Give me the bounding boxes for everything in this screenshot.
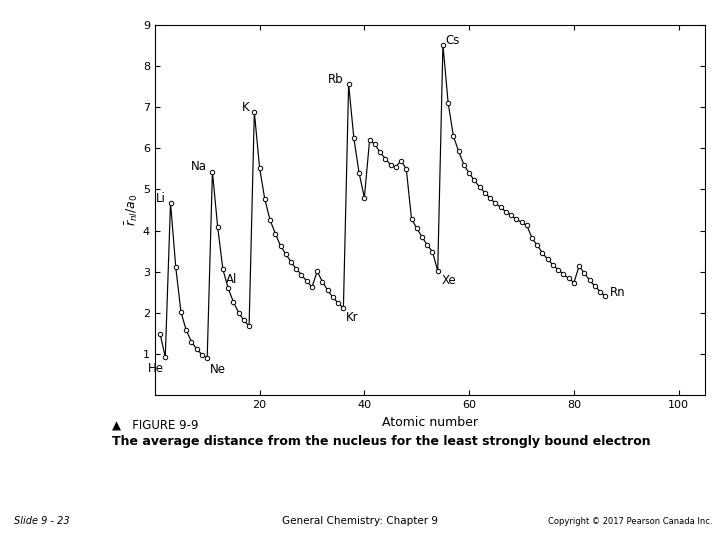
Text: K: K	[241, 100, 249, 113]
Text: ▲   FIGURE 9-9: ▲ FIGURE 9-9	[112, 418, 198, 431]
Text: He: He	[148, 362, 163, 375]
Text: Slide 9 - 23: Slide 9 - 23	[14, 516, 70, 526]
Text: Al: Al	[225, 273, 237, 286]
Text: Ne: Ne	[210, 363, 226, 376]
Text: Rn: Rn	[610, 286, 625, 299]
Text: Li: Li	[156, 192, 166, 205]
Text: General Chemistry: Chapter 9: General Chemistry: Chapter 9	[282, 516, 438, 526]
Y-axis label: $\bar{r}_{nl}/a_0$: $\bar{r}_{nl}/a_0$	[123, 194, 140, 226]
Text: Na: Na	[192, 160, 207, 173]
Text: Cs: Cs	[446, 35, 460, 48]
X-axis label: Atomic number: Atomic number	[382, 416, 478, 429]
Text: Xe: Xe	[442, 274, 456, 287]
Text: Copyright © 2017 Pearson Canada Inc.: Copyright © 2017 Pearson Canada Inc.	[549, 517, 713, 526]
Text: The average distance from the nucleus for the least strongly bound electron: The average distance from the nucleus fo…	[112, 435, 650, 448]
Text: Kr: Kr	[346, 310, 359, 323]
Text: Rb: Rb	[328, 73, 343, 86]
